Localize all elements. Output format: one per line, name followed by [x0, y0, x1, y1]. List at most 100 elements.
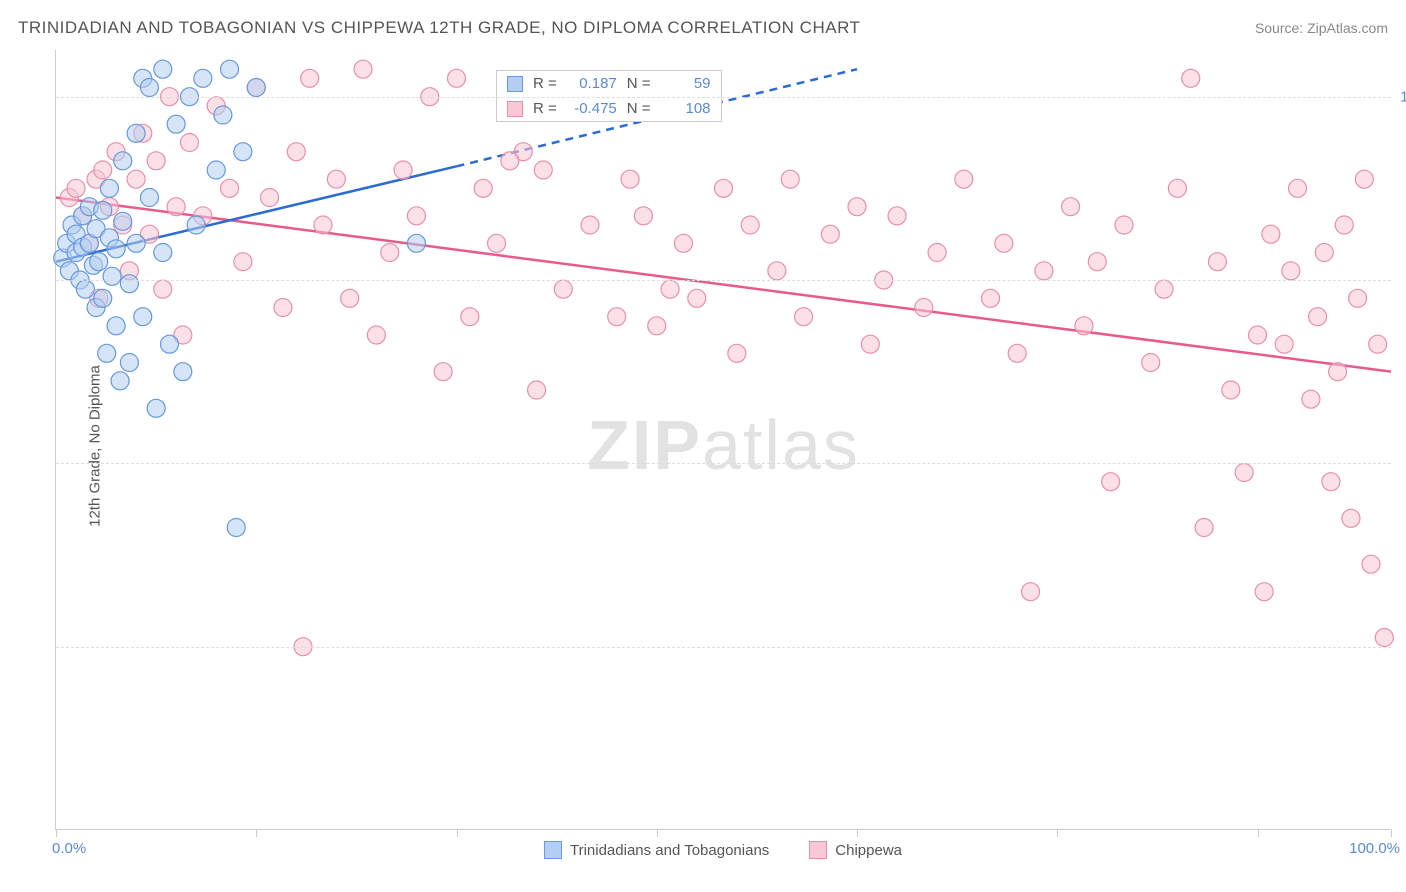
scatter-point-series2 — [1375, 629, 1393, 647]
scatter-point-series2 — [94, 161, 112, 179]
scatter-point-series2 — [1075, 317, 1093, 335]
scatter-point-series2 — [1035, 262, 1053, 280]
scatter-point-series2 — [741, 216, 759, 234]
grid-line — [56, 463, 1391, 464]
scatter-point-series2 — [1255, 583, 1273, 601]
scatter-point-series1 — [194, 69, 212, 87]
grid-line — [56, 280, 1391, 281]
x-tick — [1391, 829, 1392, 837]
swatch-series2-icon — [507, 101, 523, 117]
scatter-point-series2 — [534, 161, 552, 179]
scatter-point-series2 — [1008, 344, 1026, 362]
x-tick — [1258, 829, 1259, 837]
scatter-point-series1 — [207, 161, 225, 179]
scatter-point-series2 — [1309, 308, 1327, 326]
scatter-point-series2 — [1282, 262, 1300, 280]
scatter-point-series2 — [274, 299, 292, 317]
scatter-point-series2 — [861, 335, 879, 353]
scatter-point-series2 — [648, 317, 666, 335]
scatter-point-series2 — [1262, 225, 1280, 243]
scatter-point-series2 — [795, 308, 813, 326]
scatter-point-series2 — [448, 69, 466, 87]
scatter-point-series2 — [1362, 555, 1380, 573]
scatter-point-series2 — [1182, 69, 1200, 87]
scatter-point-series2 — [67, 179, 85, 197]
scatter-point-series2 — [127, 170, 145, 188]
scatter-point-series2 — [474, 179, 492, 197]
scatter-point-series1 — [107, 240, 125, 258]
scatter-point-series1 — [76, 280, 94, 298]
x-tick — [857, 829, 858, 837]
scatter-point-series1 — [111, 372, 129, 390]
x-tick — [56, 829, 57, 837]
scatter-point-series1 — [94, 289, 112, 307]
scatter-point-series1 — [160, 335, 178, 353]
scatter-point-series2 — [501, 152, 519, 170]
scatter-point-series1 — [140, 79, 158, 97]
scatter-point-series2 — [621, 170, 639, 188]
scatter-point-series2 — [1235, 464, 1253, 482]
legend-item-series1: Trinidadians and Tobagonians — [544, 841, 769, 859]
scatter-point-series2 — [982, 289, 1000, 307]
scatter-point-series2 — [354, 60, 372, 78]
scatter-point-series1 — [407, 234, 425, 252]
x-tick — [657, 829, 658, 837]
scatter-point-series2 — [1195, 519, 1213, 537]
scatter-point-series1 — [214, 106, 232, 124]
scatter-point-series2 — [287, 143, 305, 161]
scatter-point-series2 — [1369, 335, 1387, 353]
scatter-point-series1 — [227, 519, 245, 537]
scatter-point-series2 — [1208, 253, 1226, 271]
scatter-point-series1 — [174, 363, 192, 381]
y-tick-label: 80.0% — [1396, 455, 1406, 472]
x-tick-label-min: 0.0% — [52, 840, 86, 857]
swatch-series1-icon — [544, 841, 562, 859]
scatter-point-series1 — [127, 234, 145, 252]
scatter-point-series2 — [407, 207, 425, 225]
scatter-point-series1 — [94, 201, 112, 219]
scatter-point-series2 — [1275, 335, 1293, 353]
scatter-point-series2 — [341, 289, 359, 307]
scatter-point-series2 — [688, 289, 706, 307]
scatter-point-series2 — [728, 344, 746, 362]
scatter-point-series2 — [381, 244, 399, 262]
scatter-point-series1 — [140, 189, 158, 207]
scatter-point-series1 — [103, 267, 121, 285]
y-tick-label: 70.0% — [1396, 638, 1406, 655]
scatter-point-series1 — [154, 244, 172, 262]
scatter-point-series1 — [120, 275, 138, 293]
scatter-point-series1 — [134, 308, 152, 326]
swatch-series1-icon — [507, 76, 523, 92]
scatter-point-series2 — [147, 152, 165, 170]
scatter-point-series2 — [1329, 363, 1347, 381]
scatter-point-series2 — [781, 170, 799, 188]
scatter-point-series2 — [1102, 473, 1120, 491]
source-text: Source: ZipAtlas.com — [1255, 20, 1388, 36]
scatter-point-series2 — [234, 253, 252, 271]
scatter-point-series1 — [221, 60, 239, 78]
scatter-point-series2 — [1349, 289, 1367, 307]
scatter-point-series2 — [1289, 179, 1307, 197]
scatter-point-series2 — [154, 280, 172, 298]
chart-title: TRINIDADIAN AND TOBAGONIAN VS CHIPPEWA 1… — [18, 18, 860, 38]
legend-label-series2: Chippewa — [835, 842, 902, 859]
scatter-point-series1 — [234, 143, 252, 161]
stats-row-series1: R = 0.187 N = 59 — [497, 71, 721, 96]
scatter-point-series2 — [1142, 354, 1160, 372]
scatter-point-series2 — [1155, 280, 1173, 298]
scatter-point-series2 — [888, 207, 906, 225]
scatter-point-series1 — [127, 124, 145, 142]
scatter-point-series2 — [261, 189, 279, 207]
scatter-point-series2 — [1088, 253, 1106, 271]
scatter-point-series2 — [1322, 473, 1340, 491]
plot-frame: ZIPatlas R = 0.187 N = 59 R = -0.475 N =… — [55, 50, 1390, 830]
y-tick-label: 90.0% — [1396, 272, 1406, 289]
scatter-point-series1 — [100, 179, 118, 197]
scatter-point-series2 — [634, 207, 652, 225]
scatter-point-series2 — [314, 216, 332, 234]
plot-area: ZIPatlas R = 0.187 N = 59 R = -0.475 N =… — [56, 60, 1391, 830]
scatter-point-series2 — [1022, 583, 1040, 601]
scatter-point-series2 — [1062, 198, 1080, 216]
scatter-point-series2 — [367, 326, 385, 344]
scatter-point-series2 — [608, 308, 626, 326]
